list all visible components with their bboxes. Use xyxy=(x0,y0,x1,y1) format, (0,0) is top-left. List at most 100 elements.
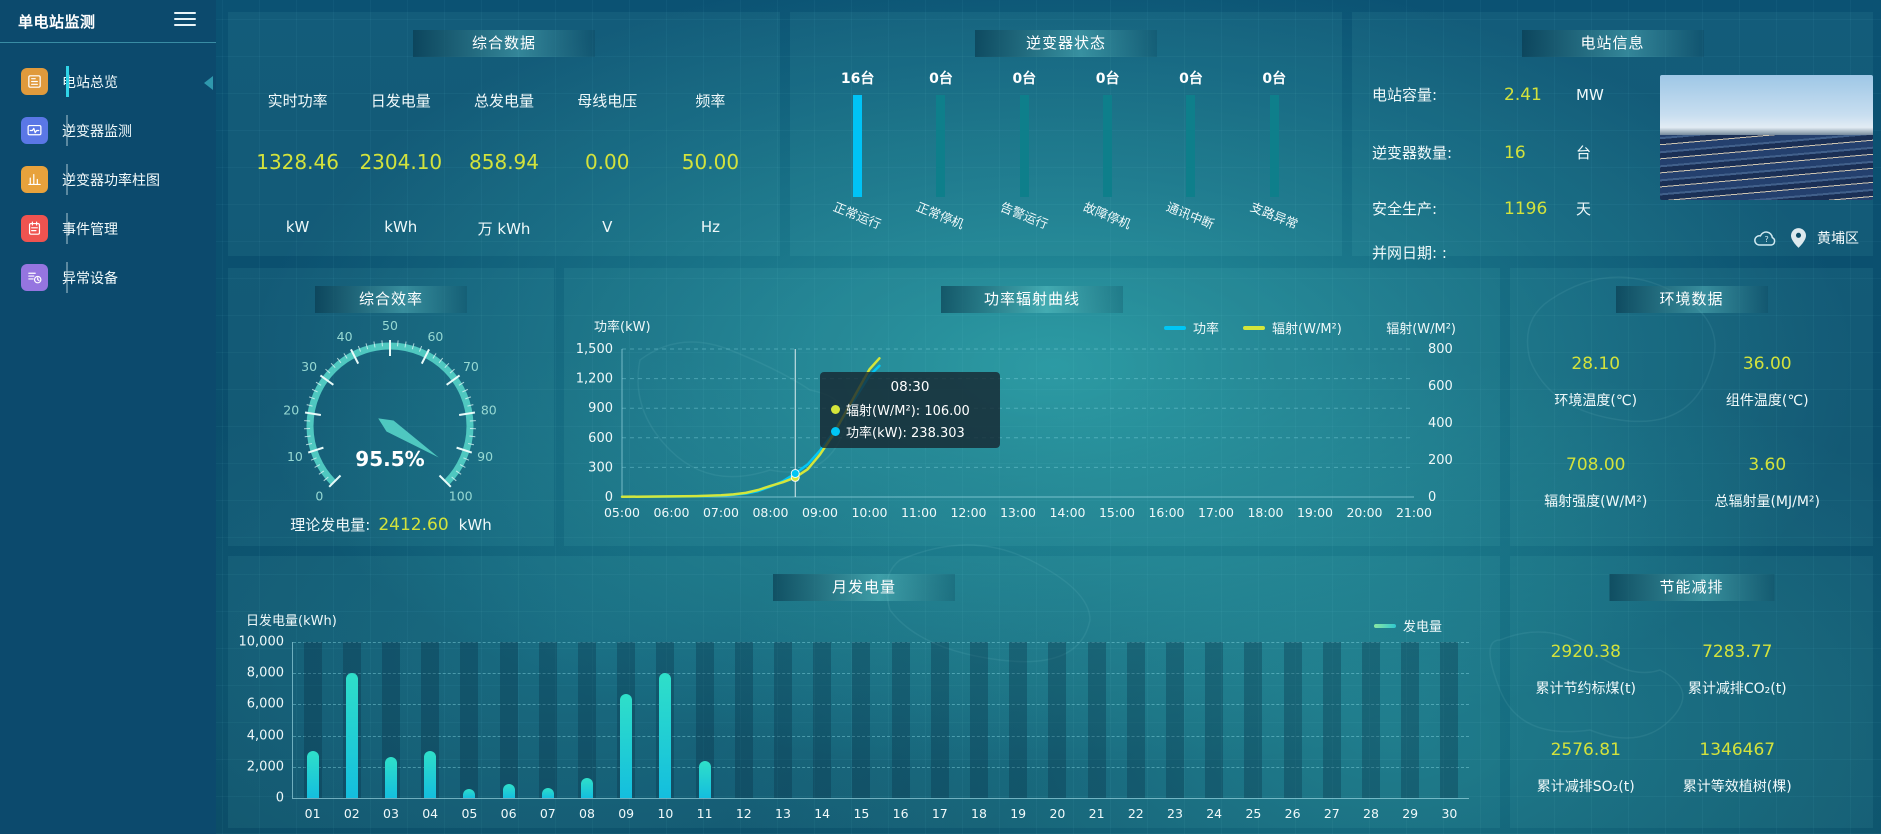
sidebar-item-rail xyxy=(66,115,68,146)
station-row-unit: 天 xyxy=(1576,200,1592,218)
sidebar: 单电站监测 电站总览 逆变器监测 逆变器功率柱图事件管理异常设备 xyxy=(0,0,216,834)
x-axis-label: 25 xyxy=(1245,806,1262,821)
sidebar-item-label: 事件管理 xyxy=(62,221,118,238)
panel-inverter-status-title: 逆变器状态 xyxy=(975,30,1157,57)
category-stripe xyxy=(1009,642,1028,798)
svg-text:0: 0 xyxy=(605,490,613,505)
category-stripe xyxy=(813,642,832,798)
x-axis-label: 09 xyxy=(618,806,635,821)
saving-metric: 1346467 累计等效植树(棵) xyxy=(1662,718,1814,816)
generation-bar xyxy=(698,760,711,798)
summary-metric-label: 频率 xyxy=(695,92,726,110)
y-axis-tick: 6,000 xyxy=(246,696,284,712)
inverter-monitor-icon xyxy=(21,117,48,144)
sidebar-item-2[interactable]: 逆变器监测 xyxy=(0,106,216,155)
inverter-count-label: 0台 xyxy=(1179,71,1203,87)
sidebar-item-5[interactable]: 异常设备 xyxy=(0,253,216,302)
monthly-y-axis-title: 日发电量(kWh) xyxy=(246,614,337,629)
sidebar-item-rail xyxy=(66,262,68,293)
svg-text:0: 0 xyxy=(1428,490,1436,505)
sidebar-item-1[interactable]: 电站总览 xyxy=(0,57,216,106)
x-axis-label: 17 xyxy=(931,806,948,821)
sidebar-item-4[interactable]: 事件管理 xyxy=(0,204,216,253)
events-icon xyxy=(21,215,48,242)
category-stripe xyxy=(1401,642,1420,798)
svg-text:19:00: 19:00 xyxy=(1297,505,1333,520)
generation-bar xyxy=(385,757,397,798)
svg-text:08:00: 08:00 xyxy=(752,505,788,520)
category-stripe xyxy=(460,642,479,798)
tooltip-series-text: 辐射(W/M²): 106.00 xyxy=(846,404,970,419)
panel-summary-title: 综合数据 xyxy=(413,30,595,57)
generation-bar xyxy=(620,693,633,798)
chart-tooltip: 08:30 辐射(W/M²): 106.00 功率(kW): 238.303 xyxy=(820,372,1000,448)
y-axis-tick: 4,000 xyxy=(246,728,284,744)
inverter-status-category: 故障停机 xyxy=(1081,199,1134,232)
saving-metric-label: 累计节约标煤(t) xyxy=(1535,681,1636,697)
environment-metric: 708.00 辐射强度(W/M²) xyxy=(1510,433,1682,534)
environment-metric: 36.00 组件温度(℃) xyxy=(1682,332,1854,433)
right-axis-title: 辐射(W/M²) xyxy=(1386,322,1456,337)
category-stripe xyxy=(1087,642,1106,798)
station-location: ? 黄埔区 xyxy=(1752,228,1859,248)
svg-text:17:00: 17:00 xyxy=(1198,505,1234,520)
sidebar-header: 单电站监测 xyxy=(0,0,216,42)
station-info-row: 逆变器数量: 16 台 xyxy=(1372,142,1682,164)
environment-metric-label: 辐射强度(W/M²) xyxy=(1544,494,1648,510)
svg-text:600: 600 xyxy=(1428,379,1453,394)
station-row-label: 安全生产: xyxy=(1372,200,1438,218)
summary-metric: 实时功率 1328.46 kW xyxy=(246,72,349,246)
legend-item-1[interactable]: 功率 xyxy=(1164,318,1219,337)
svg-text:07:00: 07:00 xyxy=(703,505,739,520)
station-info-row: 并网日期: : xyxy=(1372,242,1682,264)
station-photo xyxy=(1660,75,1873,200)
panel-saving-title: 节能减排 xyxy=(1609,574,1774,601)
svg-text:09:00: 09:00 xyxy=(802,505,838,520)
panel-environment-title: 环境数据 xyxy=(1615,286,1768,313)
panel-environment: 环境数据 28.10 环境温度(℃) 36.00 组件温度(℃) 708.00 辐射强度(… xyxy=(1510,268,1873,546)
series-legend-marker xyxy=(1164,325,1186,330)
x-axis-label: 10 xyxy=(657,806,674,821)
summary-metric-value: 0.00 xyxy=(584,150,630,174)
legend-item-generation[interactable]: 发电量 xyxy=(1373,616,1442,635)
inverter-status-category: 通讯中断 xyxy=(1164,199,1217,232)
y-axis-tick: 2,000 xyxy=(246,759,284,775)
category-stripe xyxy=(1244,642,1263,798)
generation-bar xyxy=(424,751,437,798)
x-axis-label: 19 xyxy=(1010,806,1027,821)
legend-item-2[interactable]: 辐射(W/M²) xyxy=(1243,318,1342,337)
x-axis-label: 29 xyxy=(1402,806,1419,821)
x-axis-label: 26 xyxy=(1284,806,1301,821)
sidebar-item-3[interactable]: 逆变器功率柱图 xyxy=(0,155,216,204)
hamburger-menu-icon[interactable] xyxy=(174,12,196,28)
svg-text:40: 40 xyxy=(337,329,353,344)
x-axis-label: 23 xyxy=(1167,806,1183,821)
summary-metric: 总发电量 858.94 万 kWh xyxy=(452,72,555,246)
saving-metric-value: 2920.38 xyxy=(1550,642,1621,662)
category-stripe xyxy=(1205,642,1224,798)
y-axis-tick: 10,000 xyxy=(238,634,285,650)
station-row-value: 16 xyxy=(1504,143,1526,163)
category-stripe xyxy=(578,642,596,798)
inverter-status-col: 0台通讯中断 xyxy=(1149,60,1232,250)
category-stripe xyxy=(1126,642,1145,798)
summary-metric-label: 总发电量 xyxy=(474,92,535,110)
environment-metric-label: 总辐射量(MJ/M²) xyxy=(1714,494,1821,510)
environment-metric-value: 28.10 xyxy=(1571,354,1621,374)
inverter-count-label: 0台 xyxy=(929,71,953,87)
inverter-status-category: 正常停机 xyxy=(914,199,967,232)
category-stripe xyxy=(1048,642,1067,798)
inverter-status-col: 0台正常停机 xyxy=(899,60,982,250)
sidebar-collapse-icon[interactable] xyxy=(204,76,213,90)
generation-legend-marker xyxy=(1373,623,1396,628)
gridline xyxy=(293,766,1469,768)
monthly-bar-chart: 10,000 8,000 6,000 4,000 2,000 0 01 02 03 04 05 06 0… xyxy=(239,635,1469,821)
x-axis-label: 12 xyxy=(735,806,752,821)
saving-metric-value: 7283.77 xyxy=(1702,642,1773,662)
svg-text:70: 70 xyxy=(463,359,479,374)
inverter-count-label: 0台 xyxy=(1012,71,1037,87)
x-axis-label: 30 xyxy=(1441,806,1458,821)
svg-text:20: 20 xyxy=(283,402,299,417)
svg-text:1,500: 1,500 xyxy=(576,342,613,357)
station-info-row: 安全生产: 1196 天 xyxy=(1372,198,1682,220)
